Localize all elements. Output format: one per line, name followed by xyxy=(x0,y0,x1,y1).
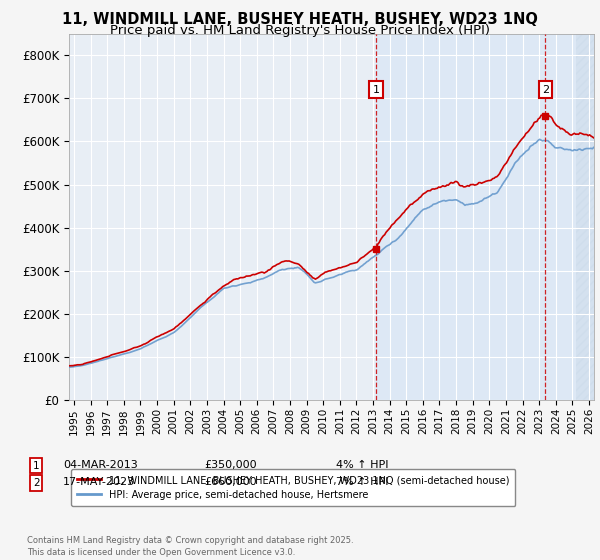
Text: 1: 1 xyxy=(373,85,379,95)
Text: 04-MAR-2013: 04-MAR-2013 xyxy=(63,460,138,470)
Legend: 11, WINDMILL LANE, BUSHEY HEATH, BUSHEY, WD23 1NQ (semi-detached house), HPI: Av: 11, WINDMILL LANE, BUSHEY HEATH, BUSHEY,… xyxy=(71,469,515,506)
Text: 1: 1 xyxy=(33,461,40,471)
Text: 17-MAY-2023: 17-MAY-2023 xyxy=(63,477,135,487)
Text: £660,000: £660,000 xyxy=(204,477,257,487)
Bar xyxy=(576,34,594,400)
Text: 7% ↑ HPI: 7% ↑ HPI xyxy=(336,477,389,487)
Text: 4% ↑ HPI: 4% ↑ HPI xyxy=(336,460,389,470)
Text: Price paid vs. HM Land Registry's House Price Index (HPI): Price paid vs. HM Land Registry's House … xyxy=(110,24,490,37)
Bar xyxy=(376,34,594,400)
Text: Contains HM Land Registry data © Crown copyright and database right 2025.
This d: Contains HM Land Registry data © Crown c… xyxy=(27,536,353,557)
Text: 11, WINDMILL LANE, BUSHEY HEATH, BUSHEY, WD23 1NQ: 11, WINDMILL LANE, BUSHEY HEATH, BUSHEY,… xyxy=(62,12,538,27)
Text: 2: 2 xyxy=(33,478,40,488)
Text: 2: 2 xyxy=(542,85,549,95)
Text: £350,000: £350,000 xyxy=(204,460,257,470)
